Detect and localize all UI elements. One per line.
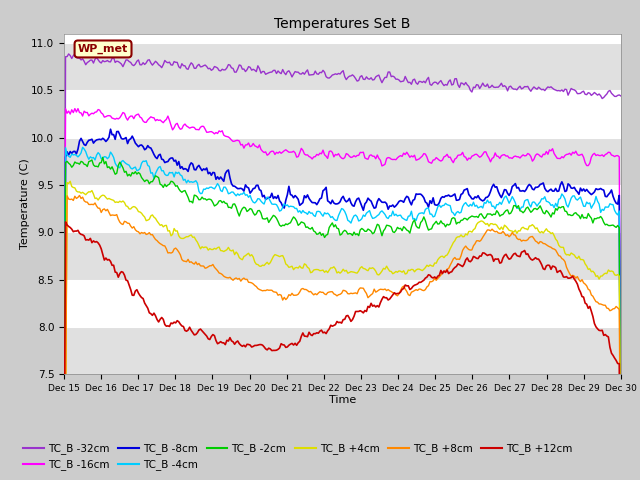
TC_B +4cm [588,269,595,275]
TC_B -2cm [228,205,236,211]
TC_B -16cm [305,154,313,159]
TC_B -8cm [60,461,68,467]
TC_B +8cm [305,289,313,295]
Bar [64,138,621,185]
TC_B -16cm [71,106,79,111]
Bar [64,232,621,280]
Line: TC_B -8cm: TC_B -8cm [64,129,621,480]
TC_B -4cm [305,209,313,215]
Text: WP_met: WP_met [78,44,128,54]
TC_B +8cm [255,287,263,292]
Title: Temperatures Set B: Temperatures Set B [274,17,411,31]
TC_B -8cm [130,136,138,142]
Bar [64,327,621,374]
TC_B -16cm [617,464,625,469]
TC_B +12cm [246,342,254,348]
TC_B -32cm [65,51,72,57]
Line: TC_B -32cm: TC_B -32cm [64,54,621,480]
TC_B -8cm [228,181,236,187]
X-axis label: Time: Time [329,395,356,405]
TC_B -16cm [130,116,138,121]
TC_B +8cm [246,279,254,285]
TC_B -16cm [588,154,595,160]
TC_B +8cm [76,192,83,198]
TC_B -32cm [228,65,236,71]
TC_B -16cm [255,142,263,148]
Line: TC_B -16cm: TC_B -16cm [64,108,621,467]
TC_B +4cm [255,263,263,269]
TC_B -4cm [228,189,236,195]
TC_B +12cm [130,292,138,298]
TC_B -8cm [305,195,313,201]
TC_B -2cm [246,206,254,212]
TC_B -32cm [305,72,313,78]
TC_B -8cm [107,126,115,132]
TC_B -32cm [130,63,138,69]
TC_B -2cm [588,215,595,221]
TC_B -32cm [246,64,254,70]
Legend: TC_B -32cm, TC_B -16cm, TC_B -8cm, TC_B -4cm, TC_B -2cm, TC_B +4cm, TC_B +8cm, T: TC_B -32cm, TC_B -16cm, TC_B -8cm, TC_B … [19,439,577,475]
TC_B +4cm [305,265,313,271]
Line: TC_B +8cm: TC_B +8cm [64,195,621,480]
Line: TC_B -4cm: TC_B -4cm [64,147,621,480]
TC_B -4cm [588,205,595,211]
TC_B -8cm [588,192,595,197]
TC_B -4cm [60,456,68,461]
TC_B -8cm [255,187,263,192]
TC_B +4cm [130,204,138,209]
TC_B -32cm [255,66,263,72]
TC_B +4cm [617,476,625,480]
Y-axis label: Temperature (C): Temperature (C) [20,158,30,250]
TC_B +8cm [228,276,236,282]
TC_B +4cm [228,248,236,254]
TC_B +8cm [588,292,595,298]
TC_B +4cm [246,253,254,259]
TC_B -4cm [246,192,254,198]
TC_B -4cm [130,165,138,171]
TC_B +12cm [228,338,236,344]
TC_B +12cm [255,342,263,348]
TC_B -2cm [130,171,138,177]
Line: TC_B +12cm: TC_B +12cm [64,222,621,480]
TC_B +12cm [61,219,69,225]
TC_B -16cm [60,430,68,436]
Bar [64,43,621,90]
TC_B +8cm [130,224,138,229]
TC_B -4cm [255,196,263,202]
TC_B -32cm [617,93,625,99]
TC_B -16cm [246,144,254,150]
TC_B -2cm [99,155,107,160]
TC_B +12cm [588,308,595,314]
TC_B +12cm [305,329,313,335]
TC_B -2cm [305,226,313,231]
TC_B -2cm [255,208,263,214]
TC_B -2cm [60,465,68,471]
TC_B -8cm [246,190,254,196]
Line: TC_B -2cm: TC_B -2cm [64,157,621,480]
TC_B -16cm [228,137,236,143]
TC_B -4cm [79,144,86,150]
TC_B +4cm [67,179,74,184]
Line: TC_B +4cm: TC_B +4cm [64,181,621,480]
TC_B -32cm [588,93,595,98]
